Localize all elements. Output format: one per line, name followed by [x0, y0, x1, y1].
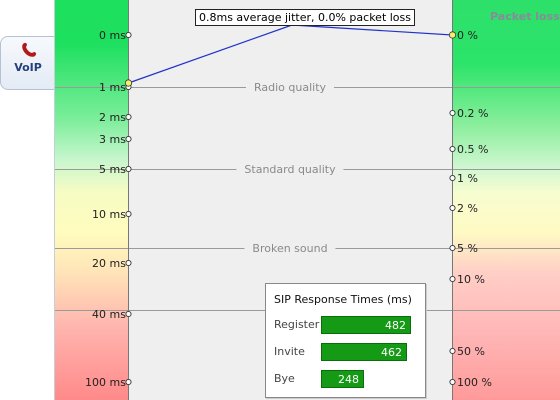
- packet-loss-tick: 50 %: [457, 345, 485, 358]
- sip-bar-bye: 248: [321, 370, 364, 388]
- packet-loss-tick-dot: [449, 145, 456, 153]
- jitter-tick: 10 ms: [92, 208, 126, 221]
- sip-row-register: Register 482: [274, 316, 424, 334]
- sip-bar-value: 248: [338, 373, 359, 386]
- jitter-tick: 3 ms: [99, 133, 126, 146]
- packet-loss-tick-dot: [449, 174, 456, 182]
- sip-row-bye: Bye 248: [274, 370, 424, 388]
- sip-title: SIP Response Times (ms): [274, 293, 412, 306]
- packet-loss-tick: 0 %: [457, 29, 478, 42]
- jitter-tick: 2 ms: [99, 111, 126, 124]
- packet-loss-tick: 10 %: [457, 273, 485, 286]
- quality-label-radio: Radio quality: [245, 81, 335, 94]
- tab-voip[interactable]: VoIP: [0, 36, 54, 90]
- packet-loss-tick: 0.5 %: [457, 143, 489, 156]
- packet-loss-tick-dot: [449, 378, 456, 386]
- packet-loss-tick-dot: [449, 347, 456, 355]
- jitter-tick: 0 ms: [99, 29, 126, 42]
- sip-bar-register: 482: [321, 316, 411, 334]
- sip-bar-value: 462: [381, 346, 402, 359]
- jitter-marker: [124, 79, 133, 87]
- jitter-tick: 1 ms: [99, 81, 126, 94]
- packet-loss-tick-dot: [449, 275, 456, 283]
- jitter-tick: 5 ms: [99, 163, 126, 176]
- packet-loss-axis: [452, 0, 453, 400]
- jitter-tick-dot: [125, 113, 132, 121]
- packet-loss-tick: 2 %: [457, 202, 478, 215]
- jitter-summary-label: 0.8ms average jitter, 0.0% packet loss: [195, 9, 416, 26]
- jitter-tick-dot: [125, 310, 132, 318]
- quality-label-broken: Broken sound: [244, 242, 336, 255]
- jitter-tick-dot: [125, 378, 132, 386]
- sip-response-times-box: SIP Response Times (ms) Register 482 Inv…: [265, 283, 426, 398]
- sip-bar-invite: 462: [321, 343, 407, 361]
- packet-loss-marker: [448, 31, 457, 39]
- jitter-axis: [128, 0, 129, 400]
- voip-panel: Radio quality Standard quality Broken so…: [54, 0, 560, 400]
- jitter-tick-dot: [125, 135, 132, 143]
- packet-loss-tick-dot: [449, 204, 456, 212]
- sip-row-name: Invite: [274, 345, 305, 358]
- jitter-tick-dot: [125, 259, 132, 267]
- jitter-tick: 20 ms: [92, 257, 126, 270]
- packet-loss-title: Packet loss: [490, 10, 560, 23]
- sip-row-invite: Invite 462: [274, 343, 424, 361]
- jitter-tick-dot: [125, 210, 132, 218]
- packet-loss-quality-gradient: [453, 0, 560, 400]
- quality-label-standard: Standard quality: [236, 163, 344, 176]
- jitter-tick-dot: [125, 31, 132, 39]
- packet-loss-tick: 1 %: [457, 172, 478, 185]
- tab-voip-label: VoIP: [14, 61, 42, 74]
- packet-loss-tick: 5 %: [457, 242, 478, 255]
- jitter-loss-series-line: [128, 24, 293, 84]
- jitter-tick: 40 ms: [92, 308, 126, 321]
- jitter-loss-plot: [124, 24, 457, 386]
- sip-bar-value: 482: [385, 319, 406, 332]
- jitter-loss-series-line: [291, 24, 453, 36]
- sip-row-name: Bye: [274, 372, 295, 385]
- jitter-tick: 100 ms: [85, 376, 126, 389]
- packet-loss-tick: 100 %: [457, 376, 492, 389]
- phone-icon: [22, 42, 37, 57]
- jitter-tick-dot: [125, 165, 132, 173]
- sip-row-name: Register: [274, 318, 320, 331]
- packet-loss-tick-dot: [449, 109, 456, 117]
- packet-loss-tick-dot: [449, 244, 456, 252]
- packet-loss-tick: 0.2 %: [457, 107, 489, 120]
- jitter-quality-gradient: [55, 0, 129, 400]
